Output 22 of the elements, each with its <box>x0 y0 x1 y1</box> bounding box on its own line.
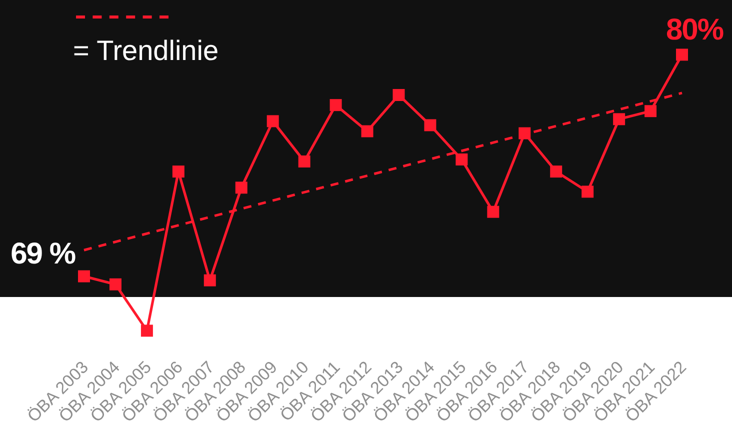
point <box>392 88 405 101</box>
point <box>613 113 626 126</box>
point <box>298 155 310 168</box>
point <box>172 166 184 178</box>
point <box>550 166 562 178</box>
point <box>266 115 279 128</box>
point <box>235 182 248 194</box>
point <box>140 324 153 337</box>
point <box>204 274 216 286</box>
point <box>582 186 594 198</box>
point <box>644 105 657 118</box>
point <box>330 99 342 112</box>
point <box>487 206 500 218</box>
data-label: 80% <box>666 14 724 47</box>
point <box>424 119 436 132</box>
legend-label: = Trendlinie <box>73 35 219 66</box>
point <box>109 278 122 290</box>
point <box>78 270 90 282</box>
point <box>361 125 374 138</box>
point <box>676 48 688 61</box>
point <box>456 153 468 166</box>
data-label: 69 % <box>10 237 76 270</box>
